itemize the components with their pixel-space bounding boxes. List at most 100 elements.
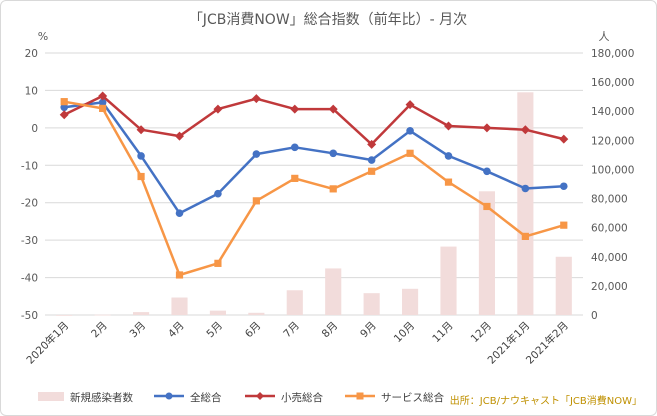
series-point bbox=[444, 152, 453, 160]
series-point bbox=[329, 185, 337, 193]
legend-label-retail: 小売総合 bbox=[281, 391, 323, 404]
x-tick-label: 12月 bbox=[469, 320, 494, 345]
series-point bbox=[175, 271, 184, 279]
right-tick-label: 120,000 bbox=[591, 135, 634, 147]
series-point bbox=[137, 172, 145, 181]
infection-bar bbox=[363, 293, 380, 315]
right-axis-ticks: 180,000 160,000 140,000 120,000 100,000 80,00… bbox=[591, 48, 634, 322]
series-point bbox=[329, 149, 338, 158]
right-axis-unit: 人 bbox=[599, 30, 610, 43]
left-tick-label: 20 bbox=[25, 48, 38, 60]
left-axis-unit: % bbox=[38, 30, 48, 43]
series-point bbox=[252, 150, 261, 158]
series-point bbox=[98, 98, 107, 107]
left-tick-label: 0 bbox=[31, 123, 38, 135]
series-point bbox=[483, 202, 491, 211]
right-tick-label: 100,000 bbox=[591, 164, 634, 176]
infection-bar bbox=[478, 191, 495, 315]
right-tick-label: 80,000 bbox=[591, 194, 628, 206]
x-tick-label: 7月 bbox=[281, 320, 302, 341]
series-point bbox=[59, 110, 69, 120]
series-point bbox=[482, 123, 492, 133]
infection-bar bbox=[56, 314, 73, 316]
x-tick-label: 2020年1月 bbox=[24, 319, 72, 367]
legend-marker-service bbox=[356, 392, 364, 400]
right-tick-label: 160,000 bbox=[591, 77, 634, 89]
series-line bbox=[64, 101, 564, 215]
right-tick-label: 140,000 bbox=[591, 106, 634, 118]
infection-bar bbox=[440, 246, 457, 315]
series-point bbox=[175, 209, 184, 217]
x-tick-label: 5月 bbox=[204, 320, 225, 341]
legend-label-bars: 新規感染者数 bbox=[70, 391, 133, 404]
series-point bbox=[444, 178, 453, 186]
series-line bbox=[63, 94, 565, 146]
series-point bbox=[406, 149, 414, 157]
x-tick-label: 9月 bbox=[358, 320, 379, 341]
series-point bbox=[367, 139, 377, 149]
right-tick-label: 20,000 bbox=[591, 281, 628, 293]
legend-label-all: 全総合 bbox=[190, 391, 222, 404]
infection-bar bbox=[133, 312, 150, 315]
infection-bar bbox=[517, 92, 534, 315]
x-axis-ticks: 2020年1月 2月 3月 4月 5月 6月 7月 8月 9月 10月 11月 12月2021年1月2… bbox=[24, 319, 571, 367]
series-point bbox=[483, 167, 491, 176]
infection-bar bbox=[402, 288, 419, 315]
legend-label-service: サービス総合 bbox=[381, 391, 444, 404]
infection-bars bbox=[56, 92, 572, 316]
infection-bar bbox=[555, 256, 572, 315]
left-tick-label: -50 bbox=[21, 310, 38, 322]
left-tick-label: -40 bbox=[21, 273, 38, 285]
series-point bbox=[405, 100, 415, 110]
infection-bar bbox=[248, 312, 265, 315]
legend-swatch-bars bbox=[38, 392, 64, 401]
series-point bbox=[368, 167, 376, 175]
series-point bbox=[290, 143, 299, 152]
legend-marker-all bbox=[165, 392, 173, 400]
left-axis-ticks: 20 10 0 -10 -20 -30 -40 -50 bbox=[21, 48, 38, 322]
series-point bbox=[136, 125, 146, 135]
series-point bbox=[213, 104, 223, 114]
x-tick-label: 2月 bbox=[89, 320, 110, 341]
legend-marker-retail bbox=[256, 392, 264, 400]
series-point bbox=[559, 134, 569, 144]
infection-bar bbox=[94, 314, 111, 316]
right-tick-label: 180,000 bbox=[591, 48, 634, 60]
infection-bar bbox=[209, 310, 226, 315]
x-tick-label: 4月 bbox=[166, 320, 187, 341]
x-tick-label: 3月 bbox=[128, 320, 149, 341]
series-point bbox=[520, 125, 530, 135]
chart-title: 「JCB消費NOW」総合指数（前年比）- 月次 bbox=[189, 11, 467, 28]
series-point bbox=[328, 104, 338, 114]
series-point bbox=[214, 189, 222, 198]
series-point bbox=[560, 221, 568, 229]
series-point bbox=[60, 103, 69, 112]
infection-bar bbox=[171, 297, 188, 315]
left-tick-label: -10 bbox=[21, 160, 38, 172]
source-note: 出所：JCB/ナウキャスト「JCB消費NOW」 bbox=[450, 394, 642, 407]
series-point bbox=[290, 104, 300, 114]
series-point bbox=[214, 259, 222, 267]
x-tick-label: 10月 bbox=[392, 320, 417, 345]
series-point bbox=[175, 131, 184, 141]
x-tick-label: 8月 bbox=[320, 320, 341, 341]
left-tick-label: -30 bbox=[21, 235, 38, 247]
right-tick-label: 60,000 bbox=[591, 223, 628, 235]
series-line bbox=[63, 100, 565, 277]
right-tick-label: 0 bbox=[591, 310, 598, 322]
series-point bbox=[444, 121, 453, 131]
index-lines bbox=[59, 91, 569, 279]
series-point bbox=[98, 91, 108, 101]
series-point bbox=[521, 184, 530, 193]
series-point bbox=[406, 127, 414, 135]
series-point bbox=[521, 232, 529, 240]
right-tick-label: 40,000 bbox=[591, 252, 628, 264]
series-point bbox=[251, 94, 261, 104]
series-point bbox=[137, 152, 145, 160]
series-point bbox=[559, 182, 568, 191]
infection-bar bbox=[286, 290, 303, 315]
left-tick-label: -20 bbox=[21, 198, 38, 210]
series-point bbox=[99, 104, 107, 112]
